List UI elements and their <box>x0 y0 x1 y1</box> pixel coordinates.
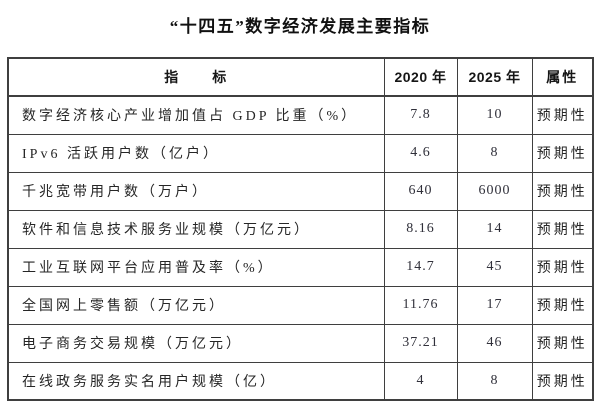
value-2025-cell: 10 <box>456 95 533 135</box>
table-row: IPv6 活跃用户数（亿户） 4.6 8 预期性 <box>7 133 594 173</box>
indicator-cell: 工业互联网平台应用普及率（%） <box>7 247 385 287</box>
value-2020-cell: 14.7 <box>383 247 458 287</box>
value-2025-cell: 8 <box>456 361 533 401</box>
value-2025-cell: 6000 <box>456 171 533 211</box>
value-2020-cell: 640 <box>383 171 458 211</box>
attribute-cell: 预期性 <box>531 247 594 287</box>
indicator-table: 指 标 2020 年 2025 年 属性 数字经济核心产业增加值占 GDP 比重… <box>7 57 594 401</box>
header-indicator: 指 标 <box>7 57 385 97</box>
value-2025-cell: 14 <box>456 209 533 249</box>
table-row: 电子商务交易规模（万亿元） 37.21 46 预期性 <box>7 323 594 363</box>
attribute-cell: 预期性 <box>531 323 594 363</box>
table-body: 数字经济核心产业增加值占 GDP 比重（%） 7.8 10 预期性 IPv6 活… <box>7 95 594 401</box>
value-2020-cell: 4 <box>383 361 458 401</box>
header-row: 指 标 2020 年 2025 年 属性 <box>7 57 594 97</box>
attribute-cell: 预期性 <box>531 361 594 401</box>
indicator-cell: 软件和信息技术服务业规模（万亿元） <box>7 209 385 249</box>
table-row: 数字经济核心产业增加值占 GDP 比重（%） 7.8 10 预期性 <box>7 95 594 135</box>
indicator-cell: 电子商务交易规模（万亿元） <box>7 323 385 363</box>
table-row: 全国网上零售额（万亿元） 11.76 17 预期性 <box>7 285 594 325</box>
value-2020-cell: 4.6 <box>383 133 458 173</box>
table-row: 工业互联网平台应用普及率（%） 14.7 45 预期性 <box>7 247 594 287</box>
attribute-cell: 预期性 <box>531 95 594 135</box>
table-row: 千兆宽带用户数（万户） 640 6000 预期性 <box>7 171 594 211</box>
table-row: 软件和信息技术服务业规模（万亿元） 8.16 14 预期性 <box>7 209 594 249</box>
header-2020: 2020 年 <box>383 57 458 97</box>
table-row: 在线政务服务实名用户规模（亿） 4 8 预期性 <box>7 361 594 401</box>
value-2025-cell: 17 <box>456 285 533 325</box>
indicator-cell: 全国网上零售额（万亿元） <box>7 285 385 325</box>
value-2025-cell: 46 <box>456 323 533 363</box>
attribute-cell: 预期性 <box>531 285 594 325</box>
value-2020-cell: 37.21 <box>383 323 458 363</box>
attribute-cell: 预期性 <box>531 171 594 211</box>
indicator-cell: IPv6 活跃用户数（亿户） <box>7 133 385 173</box>
header-2025: 2025 年 <box>456 57 533 97</box>
value-2020-cell: 8.16 <box>383 209 458 249</box>
value-2020-cell: 11.76 <box>383 285 458 325</box>
value-2025-cell: 8 <box>456 133 533 173</box>
table-header: 指 标 2020 年 2025 年 属性 <box>7 57 594 97</box>
value-2020-cell: 7.8 <box>383 95 458 135</box>
page-title: “十四五”数字经济发展主要指标 <box>169 17 431 36</box>
value-2025-cell: 45 <box>456 247 533 287</box>
attribute-cell: 预期性 <box>531 209 594 249</box>
attribute-cell: 预期性 <box>531 133 594 173</box>
indicator-cell: 数字经济核心产业增加值占 GDP 比重（%） <box>7 95 385 135</box>
header-attribute: 属性 <box>531 57 594 97</box>
indicator-cell: 千兆宽带用户数（万户） <box>7 171 385 211</box>
indicator-cell: 在线政务服务实名用户规模（亿） <box>7 361 385 401</box>
